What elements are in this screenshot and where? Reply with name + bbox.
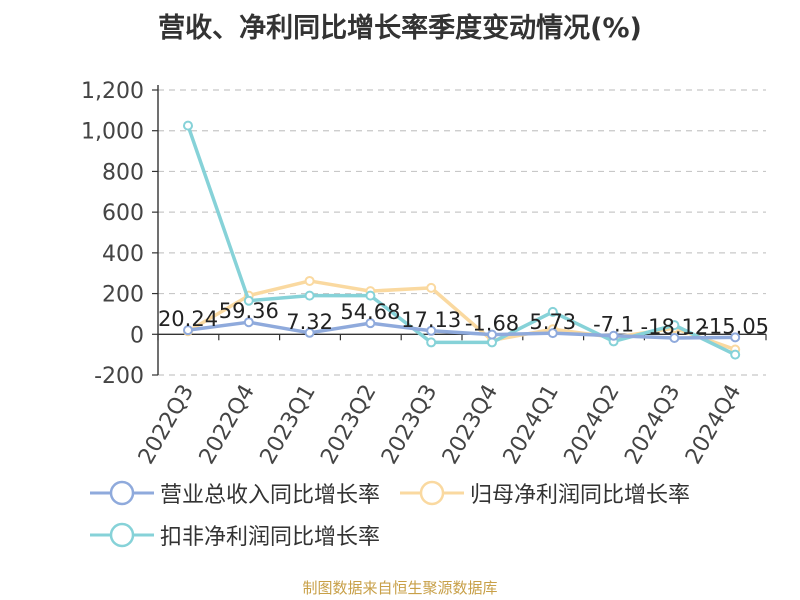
y-tick-label: 600 [102,201,144,226]
axes [152,85,767,376]
legend-swatch-deducted-profit [90,522,154,548]
data-label: 20.24 [158,307,218,331]
x-tick-label: 2022Q3 [134,381,199,469]
data-point [183,325,193,336]
y-tick-label: 0 [130,323,144,348]
data-point [547,306,558,317]
legend-swatch-net-profit [400,480,464,506]
data-point [426,282,437,293]
x-tick-label: 2023Q1 [255,381,320,469]
data-point [608,330,619,341]
y-tick-label: -200 [94,364,144,389]
data-label: 17.13 [401,308,461,332]
data-point [547,328,558,339]
data-point [426,325,437,336]
x-tick-label: 2024Q3 [620,381,685,469]
y-tick-labels: 1,200 1,000 800 600 400 200 0 -200 [81,79,144,389]
data-label: 54.68 [340,300,400,324]
legend-swatch-revenue [90,480,154,506]
data-point [304,290,315,301]
legend-item-revenue[interactable]: 营业总收入同比增长率 [90,475,380,511]
data-point [365,290,376,301]
data-point [243,317,254,328]
x-tick-labels: 2022Q32022Q42023Q12023Q22023Q32023Q42024… [134,381,747,469]
x-tick-label: 2024Q1 [499,381,564,469]
legend-label-net-profit: 归母净利润同比增长率 [470,483,691,508]
data-label: -7.1 [593,313,634,337]
data-point [304,275,315,286]
data-point [730,332,741,343]
y-tick-label: 1,000 [81,120,144,145]
data-label: -1.68 [465,312,519,336]
data-point [730,349,741,360]
data-label: -15.05 [701,314,769,338]
legend-item-deducted-profit[interactable]: 扣非净利润同比增长率 [90,517,380,553]
data-point [365,318,376,329]
data-label: 5.73 [529,310,576,334]
x-tick-label: 2023Q2 [316,381,381,469]
data-point [669,332,680,343]
y-tick-label: 400 [102,242,144,267]
x-tick-label: 2024Q2 [559,381,624,469]
series-lines [183,120,741,360]
y-tick-label: 200 [102,283,144,308]
data-point [487,329,497,340]
legend-item-net-profit[interactable]: 归母净利润同比增长率 [400,475,690,511]
y-tick-label: 800 [102,160,144,185]
x-tick-label: 2024Q4 [681,381,746,469]
chart-title: 营收、净利同比增长率季度变动情况(%) [158,13,642,44]
data-point [669,320,680,331]
data-label: -18.12 [641,315,709,339]
data-point [183,120,193,131]
data-label: 59.36 [219,299,279,323]
series-line [187,320,736,340]
data-point [304,327,315,338]
x-tick-label: 2023Q3 [377,381,442,469]
x-tick-label: 2023Q4 [438,381,503,469]
x-tick-label: 2022Q4 [195,381,260,469]
data-point [243,295,254,306]
legend-label-deducted-profit: 扣非净利润同比增长率 [160,525,381,550]
y-tick-label: 1,200 [81,79,144,104]
data-point [487,337,497,348]
legend-label-revenue: 营业总收入同比增长率 [160,483,381,508]
series-line [186,125,736,357]
data-label: 7.32 [286,310,333,334]
data-point [426,337,437,348]
data-labels: 20.24 59.36 7.32 54.68 17.13 -1.68 5.73 -7.1 -18… [158,299,769,339]
data-source: 制图数据来自恒生聚源数据库 [302,579,498,597]
